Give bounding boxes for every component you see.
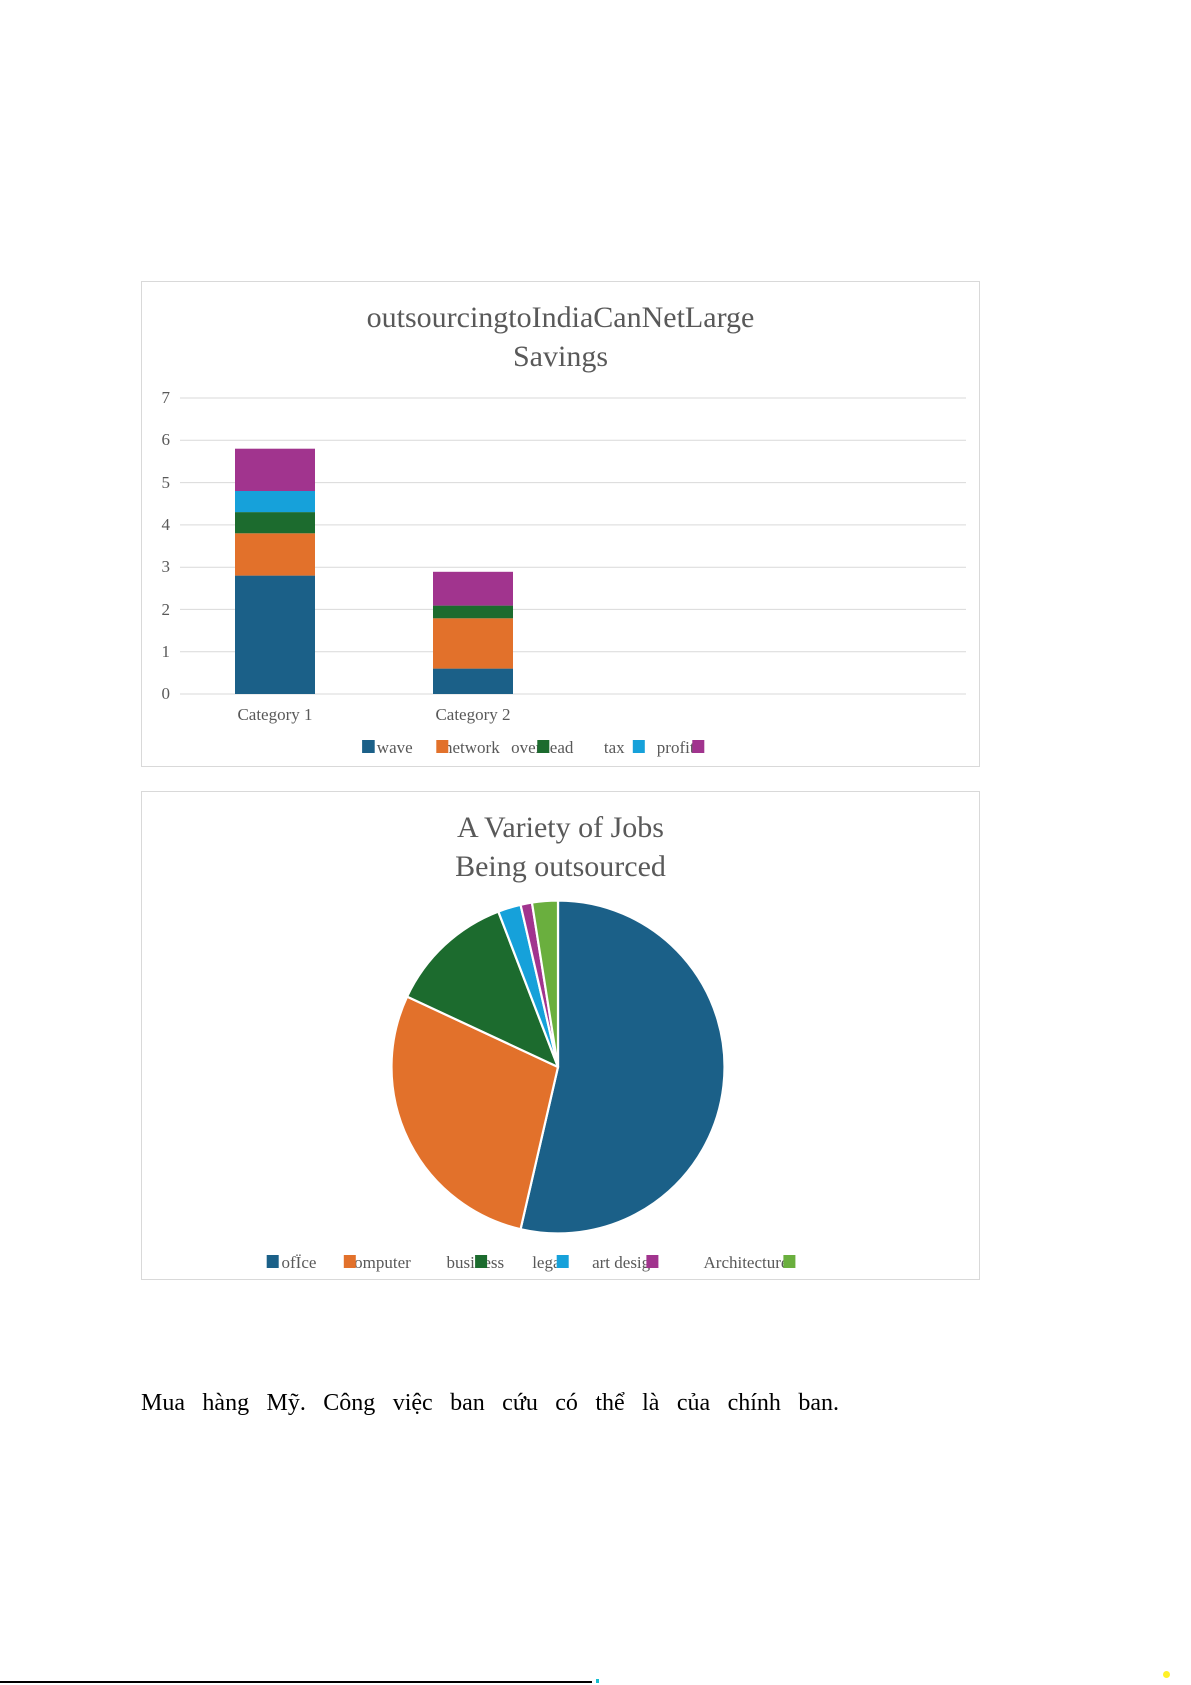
svg-text:0: 0 [162,684,171,703]
svg-text:4: 4 [162,515,171,534]
svg-text:6: 6 [162,430,171,449]
svg-text:wave: wave [377,738,413,757]
svg-text:Category 2: Category 2 [435,705,510,724]
svg-text:Category 1: Category 1 [237,705,312,724]
svg-text:2: 2 [162,600,171,619]
svg-text:5: 5 [162,473,171,492]
svg-text:ofÏce: ofÏce [282,1253,317,1272]
svg-text:profit: profit [657,738,695,757]
svg-text:computer: computer [347,1253,412,1272]
svg-text:1: 1 [162,642,171,661]
svg-text:Architecture: Architecture [704,1253,789,1272]
svg-text:network: network [444,738,500,757]
svg-text:tax: tax [604,738,625,757]
svg-text:7: 7 [162,388,171,407]
svg-text:3: 3 [162,557,171,576]
